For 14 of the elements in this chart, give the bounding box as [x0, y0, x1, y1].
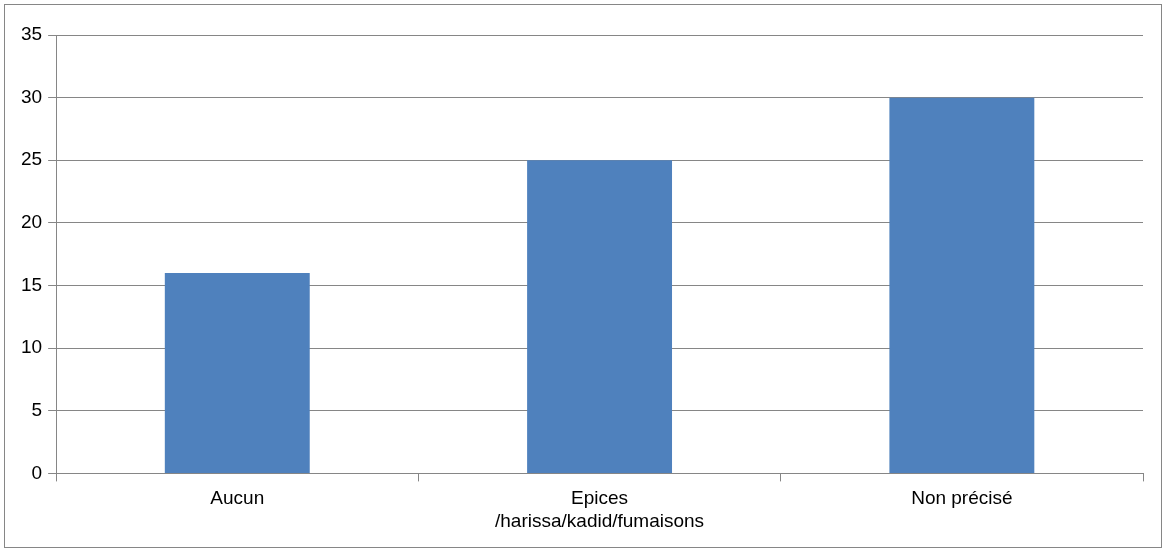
y-tick-label: 20 — [20, 211, 43, 233]
y-tick-label: 10 — [20, 336, 43, 358]
y-tick-label: 35 — [20, 23, 43, 45]
bar — [889, 97, 1035, 473]
y-tick-label: 30 — [20, 85, 43, 107]
y-tick-label: 5 — [31, 399, 43, 421]
y-tick-label: 0 — [31, 461, 43, 483]
x-tick-label: Non précisé — [911, 487, 1013, 509]
bar — [527, 160, 673, 473]
x-tick-label: Epices /harissa/kadid/fumaisons — [495, 487, 705, 531]
bar — [164, 272, 310, 473]
x-tick-label: Aucun — [210, 487, 265, 509]
y-tick-label: 15 — [20, 273, 43, 295]
y-tick-label: 25 — [20, 148, 43, 170]
